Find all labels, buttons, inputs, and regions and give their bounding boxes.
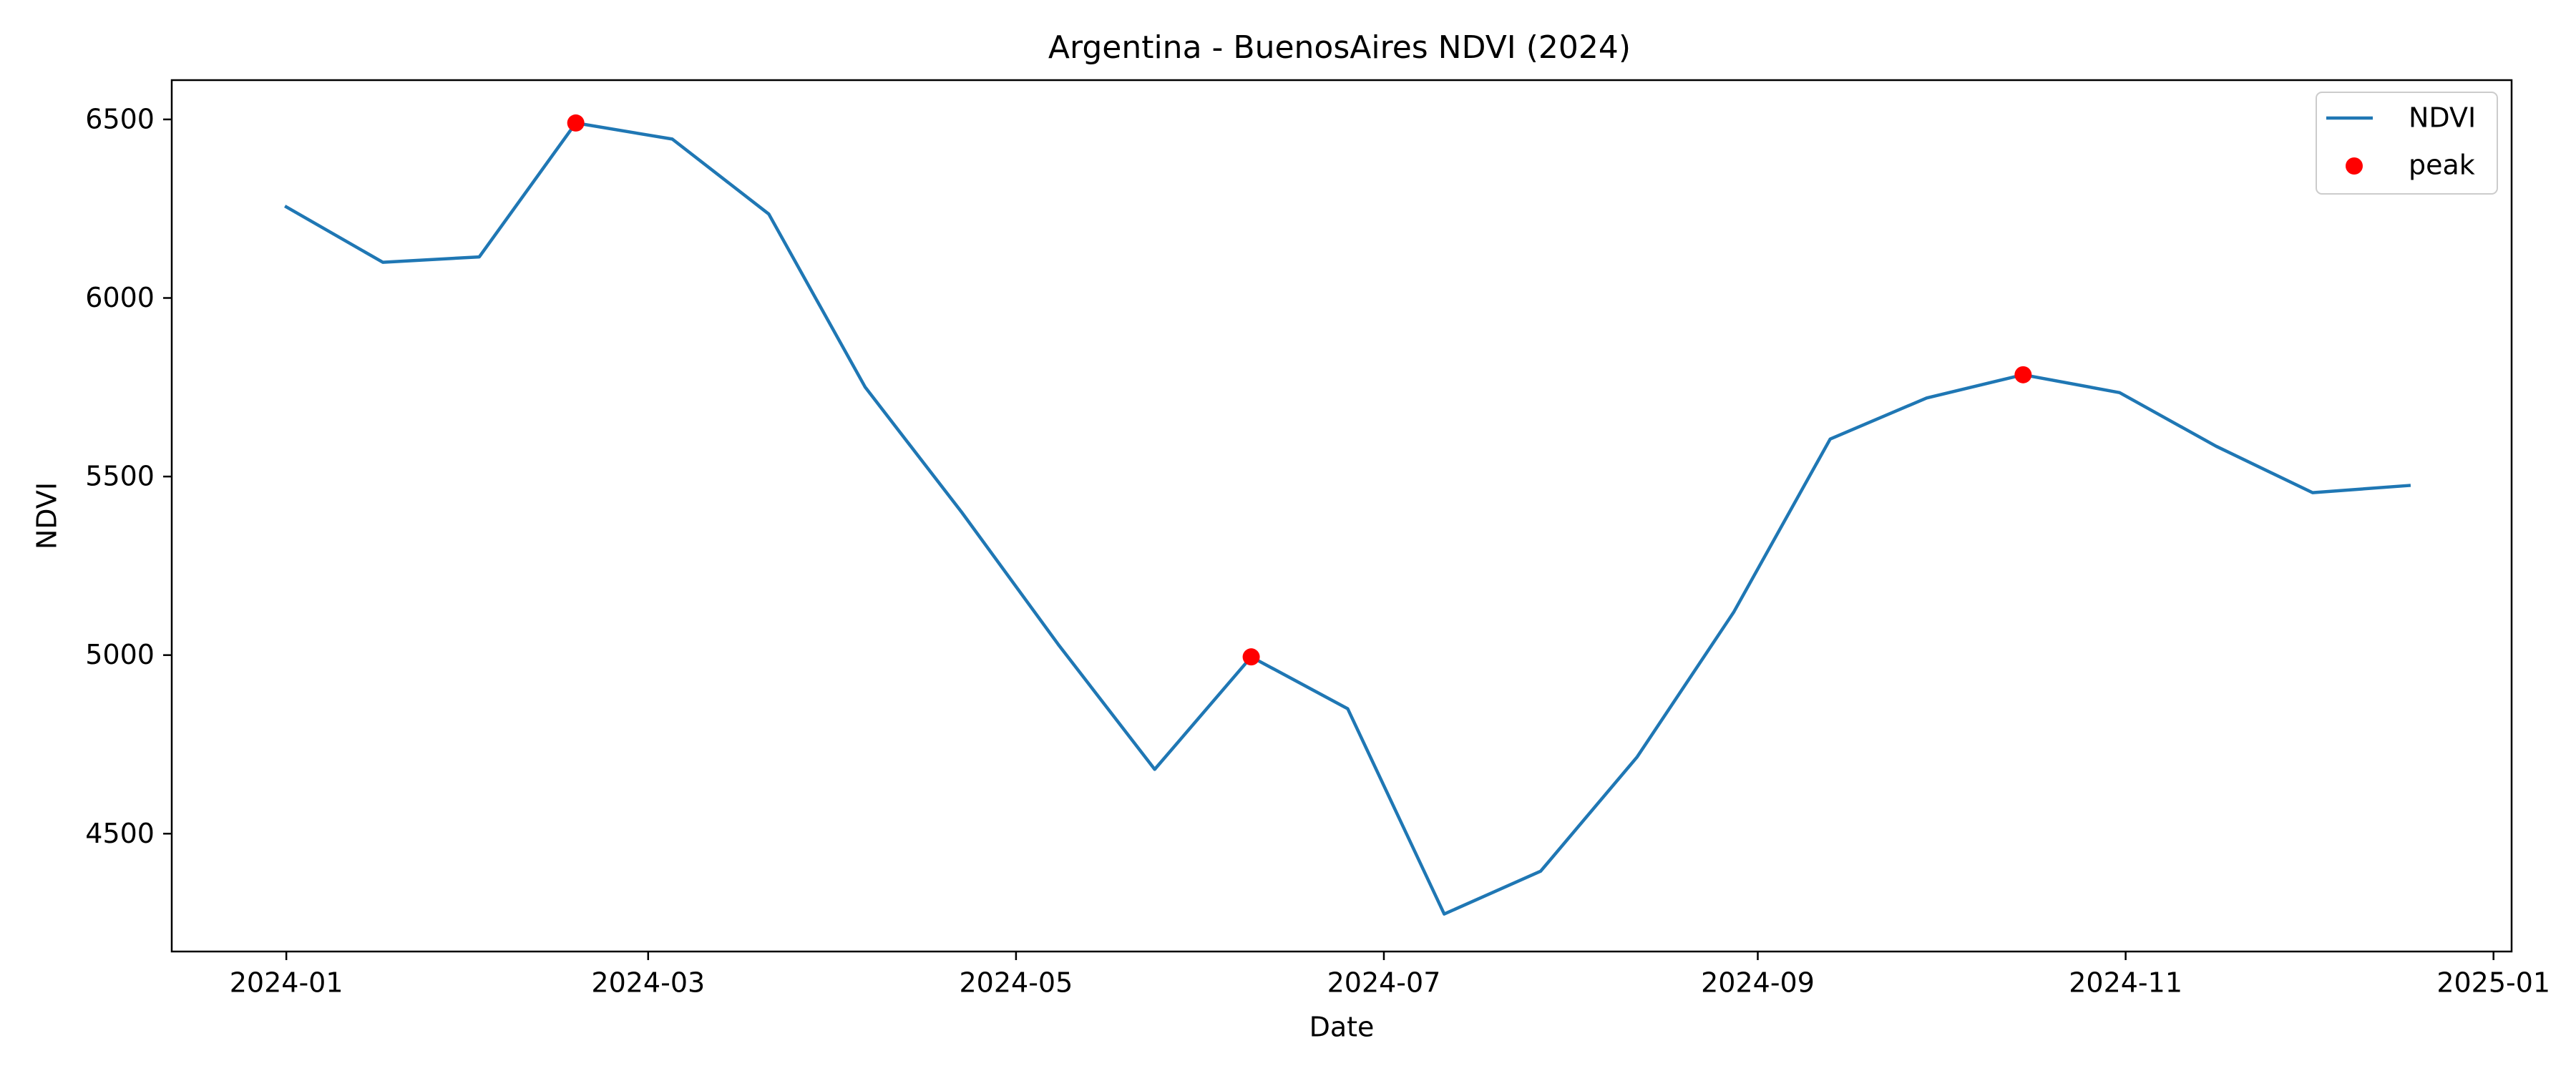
x-tick-label-2024-11: 2024-11 (2069, 967, 2182, 999)
chart-title: Argentina - BuenosAires NDVI (2024) (1048, 29, 1631, 66)
x-tick-label-2024-07: 2024-07 (1327, 967, 1441, 999)
y-tick-label-5500: 5500 (85, 461, 155, 492)
series-layer (284, 114, 2411, 916)
y-tick-label-5000: 5000 (85, 639, 155, 670)
y-tick-label-4500: 4500 (85, 818, 155, 849)
peak-point-2024-10-15 (2014, 366, 2032, 383)
plot-frame (170, 79, 2513, 953)
y-tick-label-6000: 6000 (85, 282, 155, 313)
x-tick-label-2024-03: 2024-03 (591, 967, 705, 999)
x-axis-ticks: 2024-01 2024-03 2024-05 2024-07 2024-09 2024-… (230, 952, 2550, 999)
x-tick-label-2024-05: 2024-05 (960, 967, 1073, 999)
y-axis-ticks: 4500 5000 5500 6000 6500 (85, 103, 172, 849)
x-tick-label-2024-01: 2024-01 (230, 967, 343, 999)
legend-ndvi-label: NDVI (2409, 102, 2476, 134)
peak-point-2024-02-18 (567, 114, 585, 132)
legend-peak-label: peak (2409, 150, 2475, 181)
legend: NDVI peak (2316, 92, 2498, 195)
ndvi-series-line (284, 121, 2411, 916)
y-tick-label-6500: 6500 (85, 103, 155, 134)
legend-peak-marker-swatch (2346, 157, 2363, 175)
y-axis-label: NDVI (31, 482, 63, 549)
x-axis-label: Date (1309, 1012, 1375, 1043)
x-tick-label-2025-01: 2025-01 (2436, 967, 2550, 999)
peak-point-2024-06-09 (1242, 648, 1260, 666)
x-tick-label-2024-09: 2024-09 (1701, 967, 1815, 999)
